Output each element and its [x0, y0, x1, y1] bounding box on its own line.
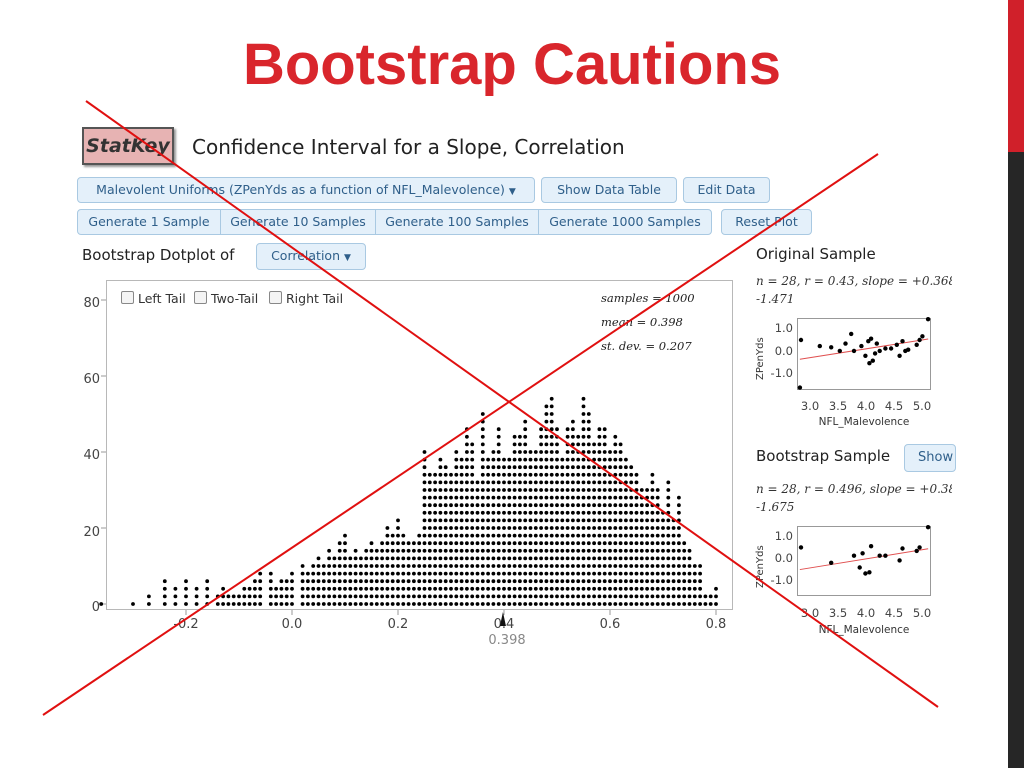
- bootstrap-sample-stats: n = 28, r = 0.496, slope = +0.389, inter…: [756, 482, 952, 496]
- right-tail-checkbox[interactable]: Right Tail: [269, 291, 343, 307]
- show-data-table-button[interactable]: Show Data Table: [541, 177, 677, 203]
- x-tick-label: 4.5: [884, 399, 904, 413]
- x-tick-label: 4.0: [856, 399, 876, 413]
- x-tick-label: 3.5: [828, 606, 848, 620]
- chevron-down-icon: ▼: [508, 187, 516, 197]
- y-tick-label: 0.0: [774, 344, 793, 358]
- two-tail-checkbox[interactable]: Two-Tail: [194, 291, 258, 307]
- y-tick-label: 60: [83, 372, 100, 387]
- original-scatter-frame: [797, 318, 931, 390]
- show-bootstrap-button[interactable]: Show: [904, 444, 956, 472]
- generate-100-samples-button[interactable]: Generate 100 Samples: [375, 209, 539, 235]
- slide-title: Bootstrap Cautions: [242, 32, 782, 97]
- bootstrap-y-axis-label: ZPenYds: [755, 545, 766, 588]
- bootstrap-scatter-frame: [797, 526, 931, 596]
- chevron-down-icon: ▼: [344, 253, 351, 263]
- x-tick-label: 5.0: [912, 399, 932, 413]
- y-tick-label: 0: [91, 600, 100, 615]
- generate-1000-samples-button[interactable]: Generate 1000 Samples: [538, 209, 712, 235]
- original-x-axis-label: NFL_Malevolence: [818, 416, 910, 428]
- statistic-dropdown-label: Correlation: [271, 248, 341, 263]
- original-sample-stats: n = 28, r = 0.43, slope = +0.368, interc…: [756, 274, 952, 288]
- original-sample-intercept: -1.471: [756, 292, 795, 306]
- x-tick-label: 0.0: [281, 617, 303, 632]
- two-tail-label: Two-Tail: [211, 291, 259, 306]
- x-tick-label: 3.5: [828, 399, 848, 413]
- bootstrap-sample-title: Bootstrap Sample: [756, 447, 891, 465]
- bootstrap-sample-intercept: -1.675: [756, 500, 795, 514]
- slide-edge-bar: [1008, 0, 1024, 768]
- slide-edge-accent: [1008, 0, 1024, 152]
- y-tick-label: 1.0: [774, 321, 793, 335]
- original-y-axis-label: ZPenYds: [755, 337, 766, 380]
- x-tick-label: -0.2: [173, 617, 199, 632]
- right-tail-label: Right Tail: [286, 291, 344, 306]
- dataset-dropdown-label: Malevolent Uniforms (ZPenYds as a functi…: [96, 182, 505, 197]
- statistic-dropdown[interactable]: Correlation ▼: [256, 243, 366, 270]
- edit-data-button[interactable]: Edit Data: [683, 177, 770, 203]
- x-tick-label: 0.8: [705, 617, 727, 632]
- left-tail-label: Left Tail: [138, 291, 186, 306]
- x-tick-label: 0.2: [387, 617, 409, 632]
- stdev-stat: st. dev. = 0.207: [601, 339, 692, 353]
- y-tick-label: -1.0: [770, 366, 793, 380]
- y-tick-label: -1.0: [770, 573, 793, 587]
- y-tick-label: 20: [83, 525, 100, 540]
- x-tick-label: 5.0: [912, 606, 932, 620]
- x-tick-label: 3.0: [800, 606, 820, 620]
- app-title: Confidence Interval for a Slope, Correla…: [192, 135, 625, 159]
- mean-marker-label: 0.398: [488, 633, 526, 648]
- checkbox-icon: [269, 291, 282, 304]
- x-tick-label: 0.6: [599, 617, 621, 632]
- samples-stat: samples = 1000: [601, 291, 695, 305]
- statkey-logo[interactable]: StatKey: [82, 127, 174, 165]
- original-sample-title: Original Sample: [756, 245, 876, 263]
- dotplot-label: Bootstrap Dotplot of: [82, 246, 235, 264]
- y-tick-label: 1.0: [774, 529, 793, 543]
- y-tick-label: 80: [83, 296, 100, 311]
- mean-stat: mean = 0.398: [601, 315, 683, 329]
- generate-10-samples-button[interactable]: Generate 10 Samples: [220, 209, 376, 235]
- reset-plot-button[interactable]: Reset Plot: [721, 209, 812, 235]
- x-tick-label: 4.0: [856, 606, 876, 620]
- y-tick-label: 40: [83, 448, 100, 463]
- x-tick-label: 4.5: [884, 606, 904, 620]
- x-tick-label: 3.0: [800, 399, 820, 413]
- x-tick-label: 0.4: [493, 617, 515, 632]
- left-tail-checkbox[interactable]: Left Tail: [121, 291, 186, 307]
- dataset-dropdown[interactable]: Malevolent Uniforms (ZPenYds as a functi…: [77, 177, 535, 203]
- y-tick-label: 0.0: [774, 551, 793, 565]
- checkbox-icon: [194, 291, 207, 304]
- checkbox-icon: [121, 291, 134, 304]
- generate-1-sample-button[interactable]: Generate 1 Sample: [77, 209, 221, 235]
- bootstrap-x-axis-label: NFL_Malevolence: [818, 624, 910, 636]
